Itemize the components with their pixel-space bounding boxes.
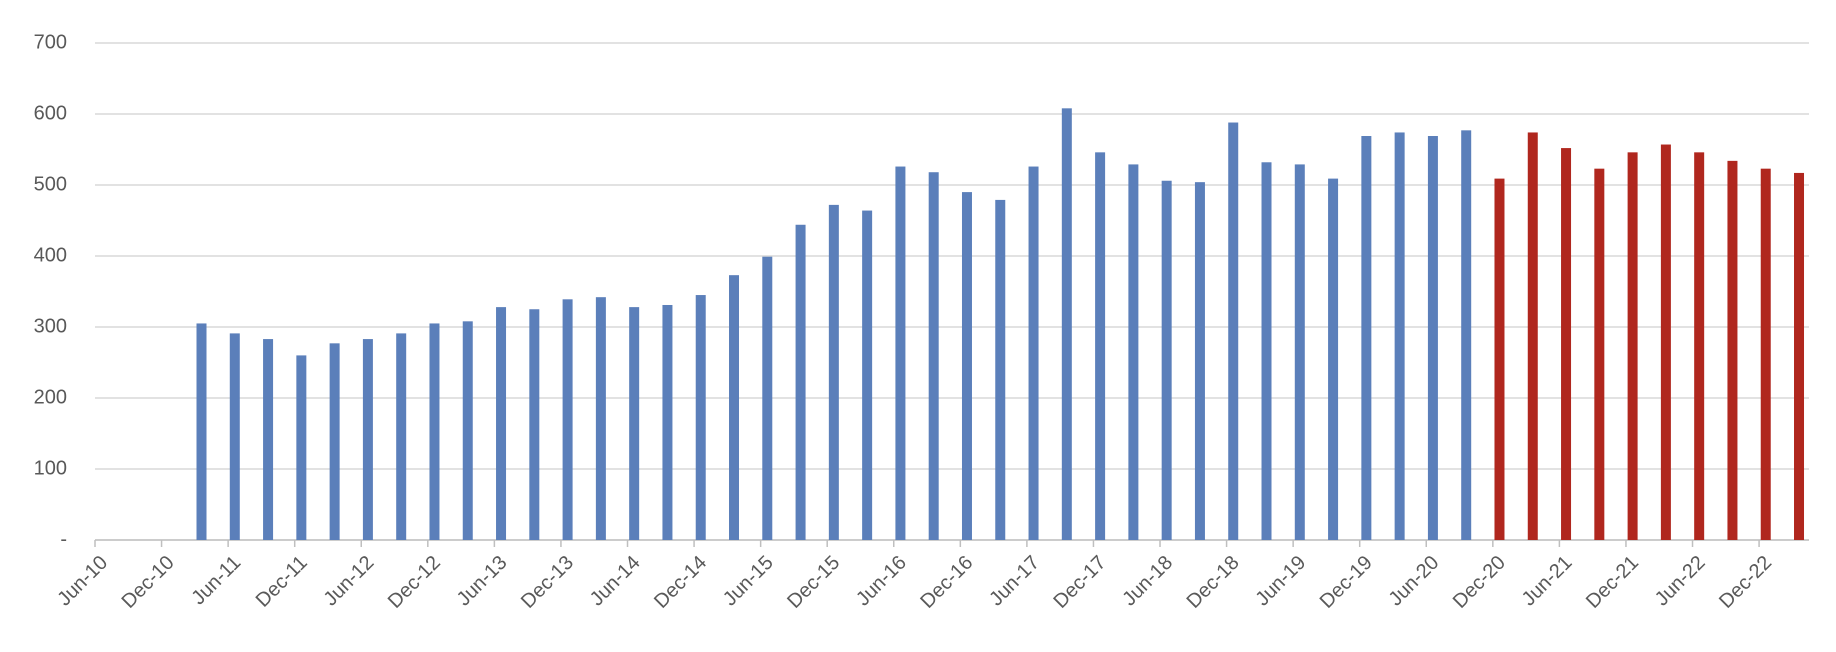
bar [1061, 108, 1072, 540]
x-tick-label: Dec-15 [783, 552, 844, 613]
bar [362, 339, 373, 540]
bar [1527, 132, 1538, 540]
y-tick-label: 300 [34, 315, 67, 337]
bar [1727, 160, 1738, 541]
y-tick-label: 600 [34, 102, 67, 124]
x-tick-label: Dec-13 [517, 552, 578, 613]
x-tick-label: Jun-10 [53, 552, 112, 611]
bar [1461, 130, 1472, 540]
bar [1594, 168, 1605, 541]
bar [1194, 182, 1205, 540]
bar [1794, 172, 1805, 540]
bar [1028, 166, 1039, 541]
bar [995, 199, 1006, 540]
x-tick-label: Jun-16 [852, 552, 911, 611]
bar [462, 321, 473, 540]
bar [1660, 144, 1671, 540]
bar [795, 224, 806, 540]
x-tick-label: Dec-16 [916, 552, 977, 613]
bar [928, 172, 939, 540]
bar [396, 333, 407, 540]
x-tick-label: Dec-18 [1183, 552, 1244, 613]
x-tick-label: Jun-12 [320, 552, 379, 611]
x-tick-label: Jun-11 [188, 552, 246, 610]
x-tick-label: Dec-14 [650, 552, 711, 613]
x-tick-label: Dec-11 [252, 552, 312, 612]
x-tick-label: Jun-18 [1118, 552, 1177, 611]
bar [1494, 178, 1505, 541]
bar [695, 295, 706, 540]
bar [895, 166, 906, 541]
y-tick-label: 500 [34, 173, 67, 195]
bar [1261, 162, 1272, 540]
bar [1627, 152, 1638, 540]
y-tick-label: - [60, 528, 67, 550]
x-tick-label: Dec-19 [1316, 552, 1377, 613]
x-tick-label: Dec-20 [1449, 552, 1510, 613]
bar [1427, 136, 1438, 540]
y-tick-label: 100 [34, 457, 67, 479]
x-tick-label: Jun-14 [586, 552, 645, 611]
bar [961, 192, 972, 540]
bar [529, 309, 540, 540]
x-tick-label: Dec-21 [1582, 552, 1643, 613]
bar [1128, 164, 1139, 540]
bar [1561, 148, 1572, 540]
bar [229, 333, 240, 540]
bar [629, 307, 640, 540]
bar [429, 323, 440, 540]
bar [1694, 152, 1705, 540]
bar [329, 343, 340, 540]
bar [1361, 136, 1372, 540]
x-tick-label: Dec-12 [384, 552, 445, 613]
x-tick-label: Dec-22 [1715, 552, 1776, 613]
x-tick-label: Jun-21 [1518, 552, 1577, 611]
x-tick-label: Jun-22 [1651, 552, 1710, 611]
x-tick-label: Jun-19 [1251, 552, 1310, 611]
y-tick-label: 700 [34, 31, 67, 53]
bar [1328, 178, 1339, 541]
bar [496, 307, 507, 540]
y-tick-label: 400 [34, 244, 67, 266]
x-tick-label: Dec-10 [118, 552, 179, 613]
bar [729, 275, 740, 540]
bar [1228, 122, 1239, 541]
bar [662, 304, 673, 540]
bar [1760, 168, 1771, 541]
x-tick-label: Jun-15 [719, 552, 778, 611]
bar [296, 355, 307, 540]
bar [562, 299, 573, 540]
bar [263, 339, 274, 540]
bar [595, 297, 606, 540]
x-tick-label: Jun-20 [1385, 552, 1444, 611]
bar [828, 204, 839, 540]
bar [196, 323, 207, 540]
y-tick-label: 200 [34, 386, 67, 408]
x-tick-label: Jun-13 [453, 552, 512, 611]
bar [762, 256, 773, 540]
bar [1394, 132, 1405, 540]
x-tick-label: Jun-17 [985, 552, 1044, 611]
bar [1161, 180, 1172, 541]
bar [1095, 152, 1106, 540]
x-tick-label: Dec-17 [1049, 552, 1110, 613]
bar [1294, 164, 1305, 540]
bar [862, 210, 873, 540]
